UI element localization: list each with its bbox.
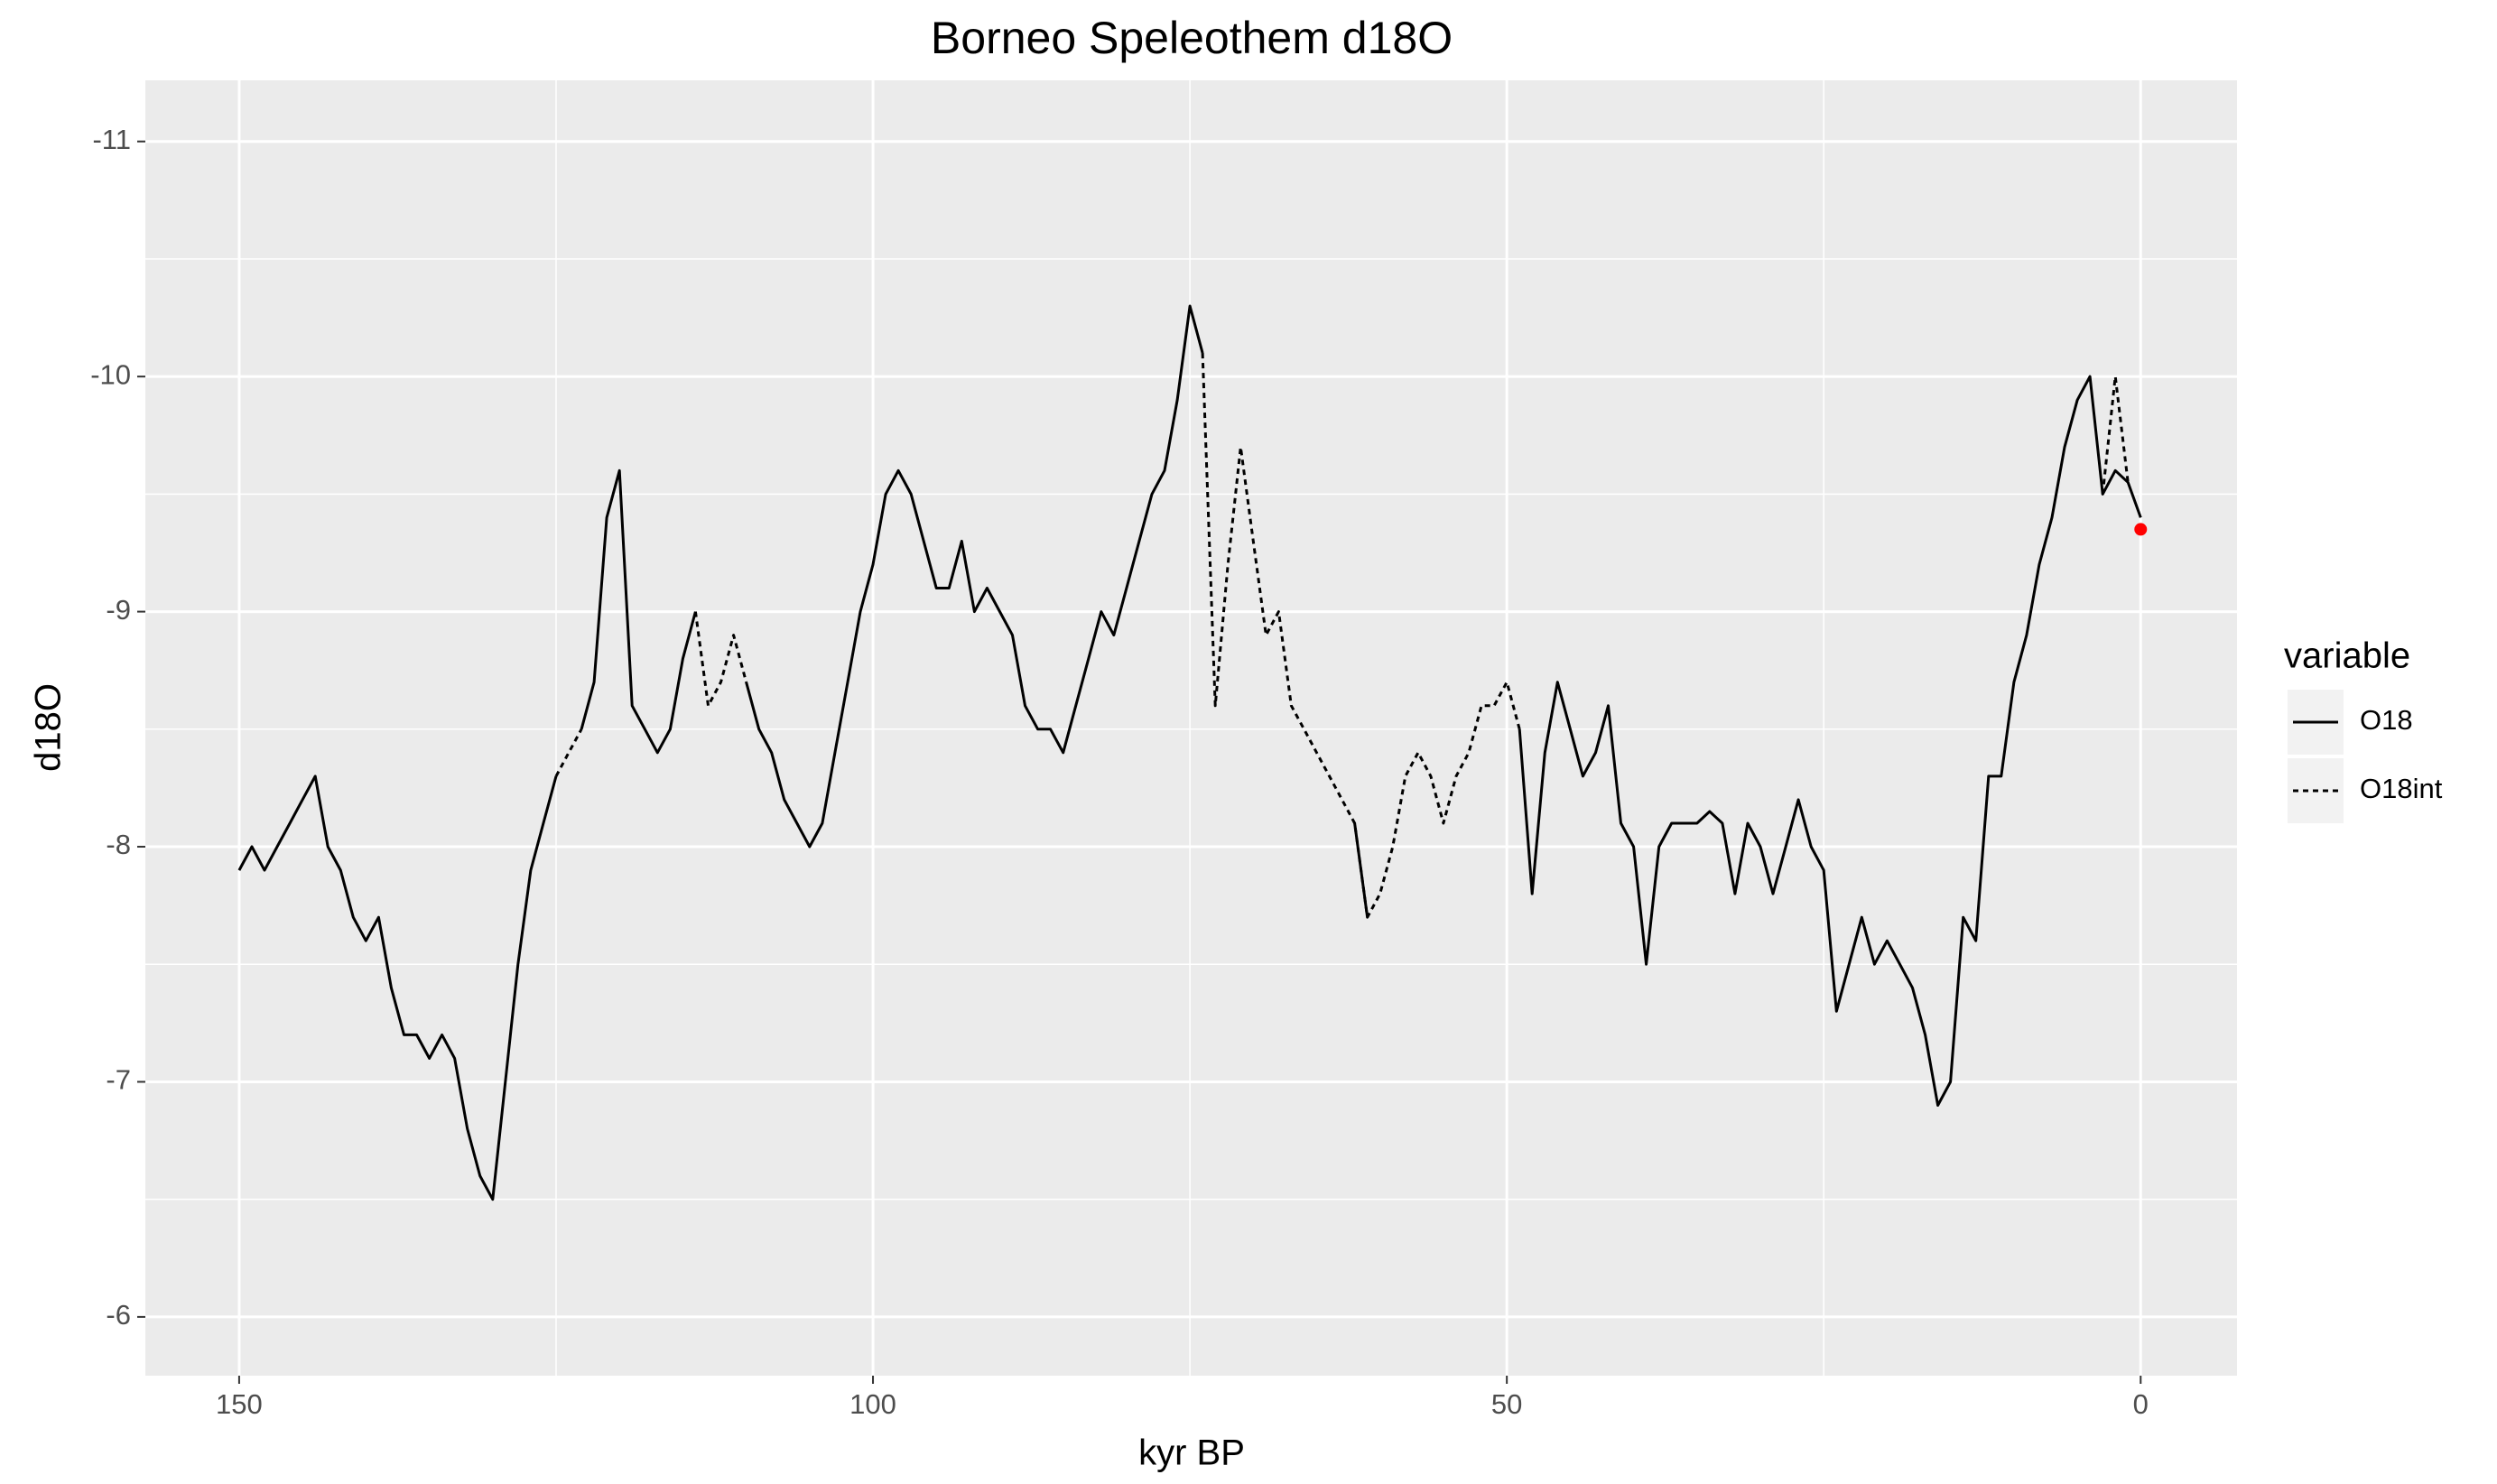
series-line [693,611,748,708]
series-line [1518,375,2142,1107]
series-line [1201,353,1521,919]
x-tick-label: 0 [2133,1388,2149,1420]
series-line [237,774,558,1201]
x-axis-title: kyr BP [1138,1433,1245,1473]
series-line [554,728,583,777]
y-tick-label: -8 [106,829,131,860]
series-line [2101,375,2130,495]
series-line [580,468,697,755]
highlight-point [2134,523,2148,536]
x-tick-label: 100 [849,1388,896,1420]
y-tick-label: -9 [106,594,131,626]
y-axis-title: d18O [29,683,69,772]
series-line [745,304,1204,849]
legend-label: O18 [2360,704,2413,736]
x-tick-label: 150 [216,1388,263,1420]
legend-label: O18int [2360,773,2443,804]
legend-title: variable [2284,636,2410,676]
y-tick-label: -11 [92,124,131,155]
x-tick-label: 50 [1491,1388,1522,1420]
y-tick-label: -6 [106,1299,131,1331]
y-tick-label: -7 [106,1064,131,1096]
plot-panel [145,80,2237,1376]
y-tick-label: -10 [90,358,131,390]
chart-title: Borneo Speleothem d18O [931,13,1453,63]
